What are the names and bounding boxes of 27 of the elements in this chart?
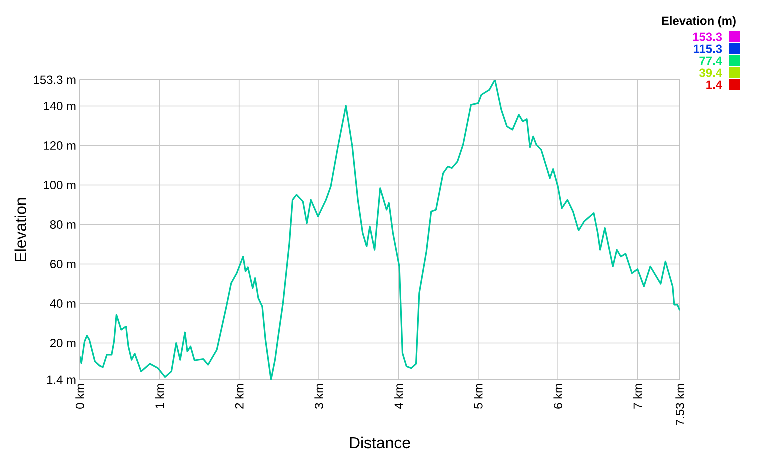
x-axis-title: Distance [350,436,410,449]
x-tick-label: 7.53 km [676,384,684,426]
x-tick-label: 6 km [554,384,562,409]
color-bar-label: 39.4 [700,68,722,78]
y-tick-label: 1.4 m [47,376,76,384]
x-tick-label: 7 km [633,384,642,409]
y-tick-label: 80 m [50,220,76,229]
x-tick-label: 3 km [314,384,324,409]
x-tick-label: 5 km [474,384,483,409]
x-tick-label: 4 km [394,384,404,410]
y-tick-label: 40 m [50,300,76,308]
color-bar-label: 1.4 [706,80,722,90]
y-tick-label: 120 m [44,142,76,150]
color-bar-title: Elevation (m) [662,16,736,28]
x-tick-label: 2 km [235,384,244,409]
y-tick-label: 20 m [50,339,76,348]
y-tick-label: 140 m [44,102,76,110]
y-tick-label: 60 m [50,260,76,268]
color-bar-label: 77.4 [700,56,722,66]
x-tick-label: 0 km [76,384,84,409]
color-bar-label: 115.3 [694,44,722,54]
y-tick-label: 153.3 m [34,76,76,84]
y-tick-label: 100 m [44,181,76,190]
y-axis-title: Elevation [14,198,26,262]
color-bar-label: 153.3 [693,32,722,42]
x-tick-label: 1 km [155,384,164,409]
line-series [80,80,680,380]
